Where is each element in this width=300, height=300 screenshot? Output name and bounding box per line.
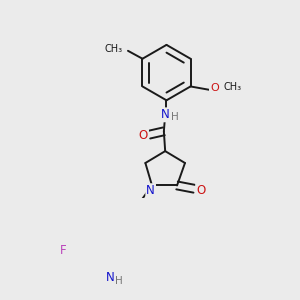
Text: O: O — [210, 83, 219, 93]
Text: CH₃: CH₃ — [224, 82, 242, 92]
Text: N: N — [106, 271, 115, 284]
Text: N: N — [146, 184, 155, 197]
Text: H: H — [170, 112, 178, 122]
Text: O: O — [196, 184, 206, 196]
Text: CH₃: CH₃ — [105, 44, 123, 54]
Text: F: F — [60, 244, 67, 257]
Text: H: H — [115, 276, 123, 286]
Text: N: N — [161, 108, 170, 121]
Text: O: O — [139, 129, 148, 142]
